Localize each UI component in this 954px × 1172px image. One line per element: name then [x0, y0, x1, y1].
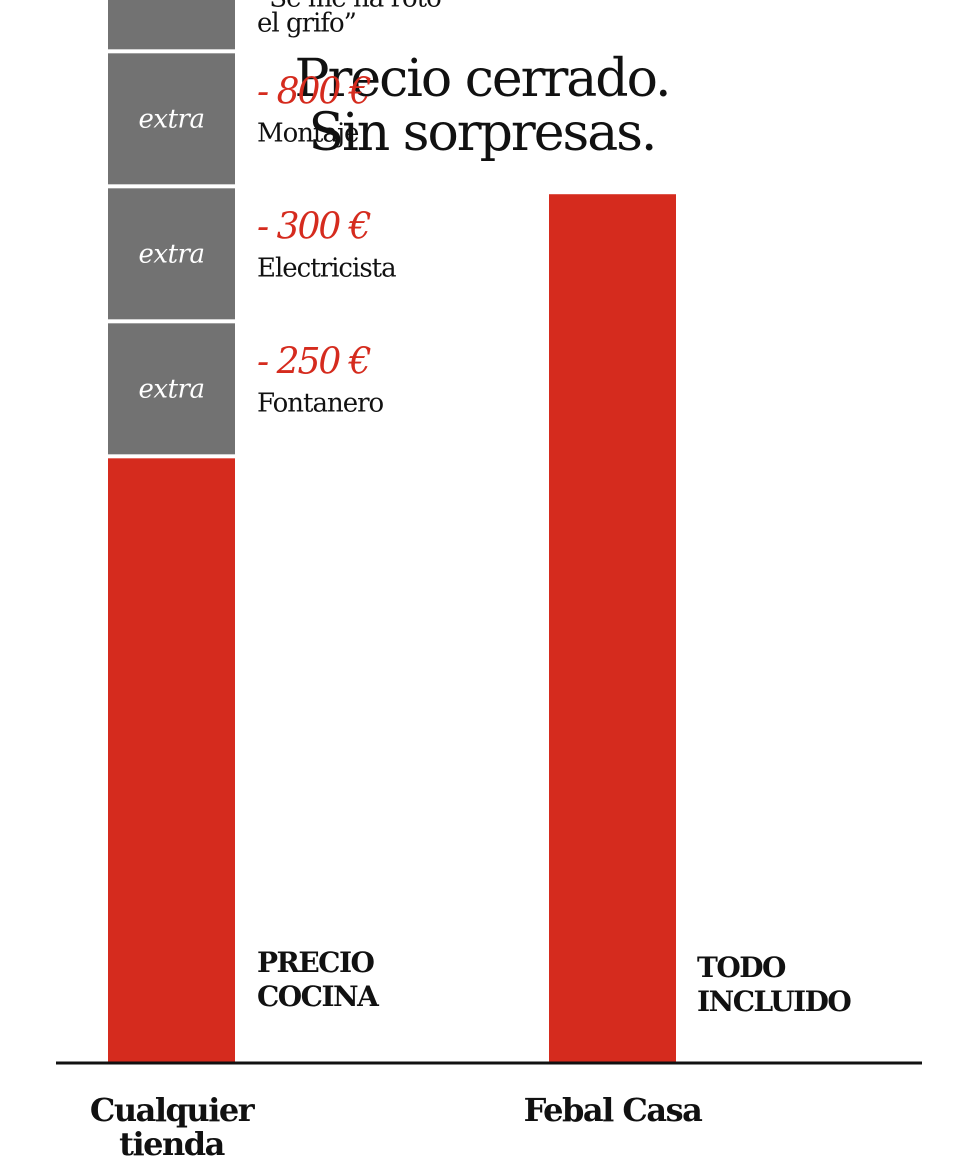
category-label: Febal Casa: [524, 1091, 702, 1129]
bar-extra-segment: [108, 323, 235, 455]
bar-base-cualquier-tienda: [108, 458, 235, 1062]
base-label-line: TODO: [697, 951, 786, 984]
extra-description: “Se me ha roto: [257, 0, 441, 13]
extra-segment-label: extra: [139, 239, 205, 269]
chart-title: Precio cerrado. Sin sorpresas.: [0, 52, 954, 160]
extra-price-label: - 250 €: [257, 341, 371, 382]
extra-price-label: - 300 €: [257, 206, 371, 247]
bar-extra-segment: [108, 53, 235, 185]
base-label-line: COCINA: [257, 980, 380, 1013]
extra-price-label: - 800 €: [257, 71, 371, 112]
chart-title-line-2: Sin sorpresas.: [308, 103, 658, 163]
base-label-line: PRECIO: [257, 946, 375, 979]
category-label: Cualquier: [90, 1091, 256, 1129]
bar-base-febal-casa: [549, 194, 676, 1062]
extra-description: el grifo”: [257, 8, 356, 38]
extra-segment-label: extra: [139, 374, 205, 404]
extra-description: Fontanero: [257, 388, 384, 418]
base-label-line: INCLUIDO: [697, 985, 851, 1018]
bar-extra-segment: [108, 0, 235, 50]
extra-segment-label: extra: [139, 104, 205, 134]
chart-title-line-1: Precio cerrado.: [294, 49, 671, 109]
category-label: tienda: [119, 1125, 224, 1163]
bar-extra-segment: [108, 188, 235, 320]
extra-description: Electricista: [257, 253, 396, 283]
extra-description: Montaje: [257, 118, 359, 148]
